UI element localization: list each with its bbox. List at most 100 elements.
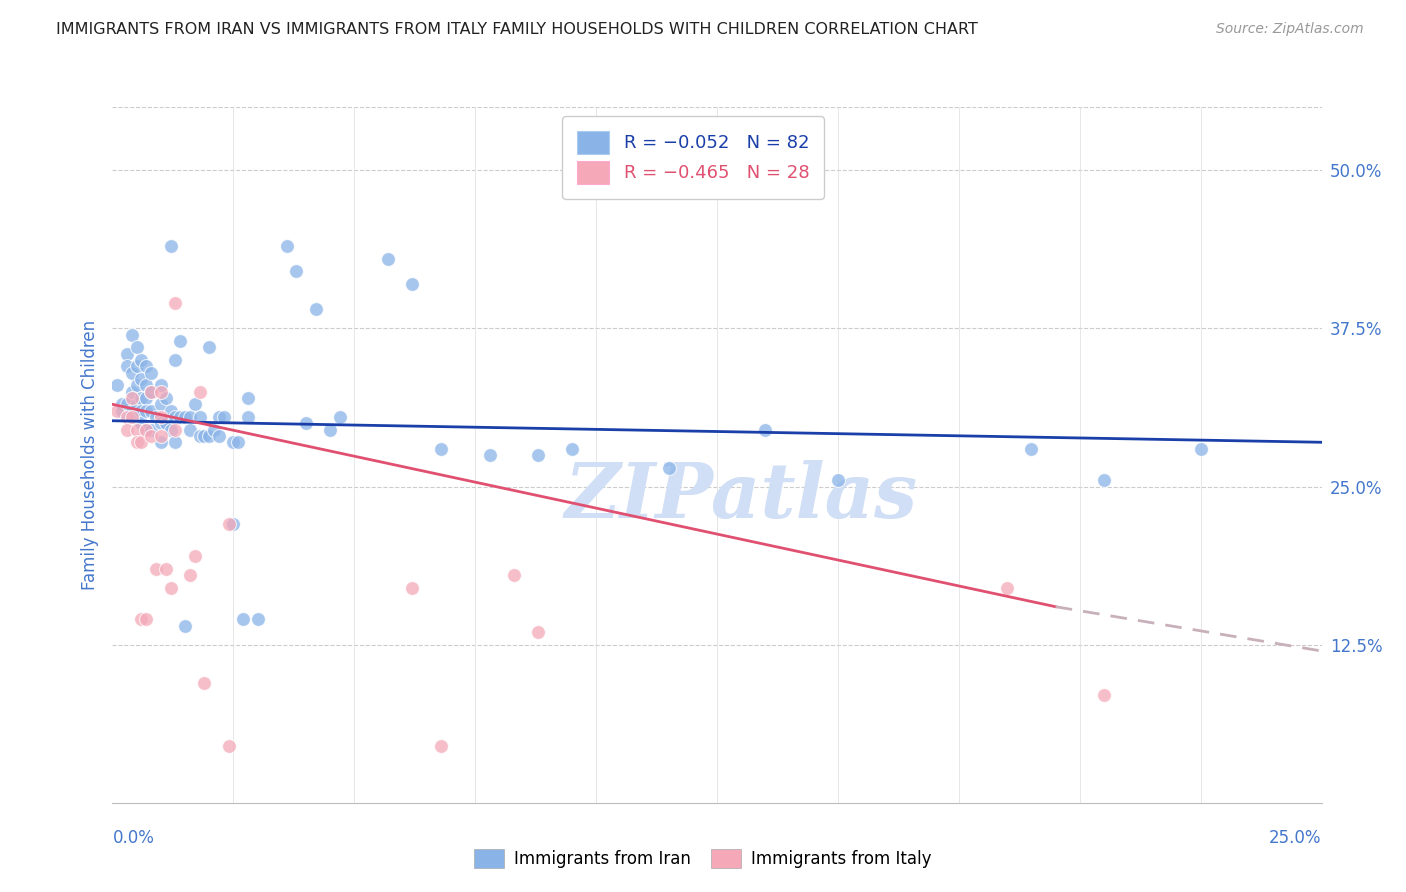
- Point: [174, 618, 197, 632]
- Point: [135, 359, 157, 374]
- Text: Source: ZipAtlas.com: Source: ZipAtlas.com: [1216, 22, 1364, 37]
- Point: [121, 366, 143, 380]
- Point: [121, 403, 143, 417]
- Point: [658, 460, 681, 475]
- Point: [135, 612, 157, 626]
- Point: [141, 384, 163, 399]
- Point: [125, 397, 148, 411]
- Point: [188, 384, 211, 399]
- Point: [1189, 442, 1212, 456]
- Point: [105, 403, 128, 417]
- Point: [135, 423, 157, 437]
- Point: [754, 423, 776, 437]
- Point: [401, 277, 423, 292]
- Point: [527, 448, 550, 462]
- Point: [226, 435, 249, 450]
- Text: 25.0%: 25.0%: [1270, 830, 1322, 847]
- Legend: R = −0.052   N = 82, R = −0.465   N = 28: R = −0.052 N = 82, R = −0.465 N = 28: [562, 116, 824, 199]
- Point: [115, 397, 138, 411]
- Point: [149, 409, 172, 424]
- Point: [125, 359, 148, 374]
- Point: [111, 403, 134, 417]
- Point: [179, 568, 201, 582]
- Point: [208, 409, 231, 424]
- Point: [198, 340, 221, 354]
- Point: [121, 327, 143, 342]
- Text: IMMIGRANTS FROM IRAN VS IMMIGRANTS FROM ITALY FAMILY HOUSEHOLDS WITH CHILDREN CO: IMMIGRANTS FROM IRAN VS IMMIGRANTS FROM …: [56, 22, 979, 37]
- Point: [131, 612, 153, 626]
- Point: [236, 391, 259, 405]
- Point: [131, 417, 153, 431]
- Point: [105, 378, 128, 392]
- Point: [155, 391, 177, 405]
- Point: [1092, 473, 1115, 487]
- Point: [430, 442, 453, 456]
- Point: [527, 625, 550, 640]
- Point: [285, 264, 308, 278]
- Point: [149, 384, 172, 399]
- Point: [430, 739, 453, 753]
- Legend: Immigrants from Iran, Immigrants from Italy: Immigrants from Iran, Immigrants from It…: [468, 842, 938, 875]
- Point: [165, 435, 187, 450]
- Point: [222, 517, 245, 532]
- Point: [232, 612, 254, 626]
- Point: [125, 435, 148, 450]
- Point: [827, 473, 849, 487]
- Point: [174, 409, 197, 424]
- Point: [218, 517, 240, 532]
- Point: [995, 581, 1018, 595]
- Point: [183, 549, 205, 563]
- Point: [125, 409, 148, 424]
- Point: [115, 359, 138, 374]
- Point: [149, 417, 172, 431]
- Point: [149, 429, 172, 443]
- Point: [125, 340, 148, 354]
- Point: [131, 435, 153, 450]
- Point: [115, 347, 138, 361]
- Point: [131, 403, 153, 417]
- Point: [188, 409, 211, 424]
- Point: [131, 353, 153, 368]
- Point: [183, 397, 205, 411]
- Point: [169, 334, 191, 348]
- Point: [135, 378, 157, 392]
- Point: [202, 423, 225, 437]
- Point: [159, 581, 181, 595]
- Point: [165, 296, 187, 310]
- Point: [304, 302, 326, 317]
- Point: [149, 435, 172, 450]
- Point: [141, 423, 163, 437]
- Point: [131, 391, 153, 405]
- Point: [236, 409, 259, 424]
- Point: [188, 429, 211, 443]
- Point: [155, 417, 177, 431]
- Point: [121, 391, 143, 405]
- Point: [198, 429, 221, 443]
- Text: ZIPatlas: ZIPatlas: [565, 459, 918, 533]
- Point: [169, 409, 191, 424]
- Point: [503, 568, 526, 582]
- Point: [561, 442, 583, 456]
- Point: [193, 675, 215, 690]
- Point: [141, 403, 163, 417]
- Point: [131, 372, 153, 386]
- Point: [159, 403, 181, 417]
- Point: [125, 423, 148, 437]
- Point: [165, 423, 187, 437]
- Point: [295, 417, 318, 431]
- Point: [478, 448, 501, 462]
- Point: [329, 409, 352, 424]
- Point: [212, 409, 235, 424]
- Point: [149, 397, 172, 411]
- Point: [179, 409, 201, 424]
- Point: [179, 423, 201, 437]
- Point: [165, 409, 187, 424]
- Point: [115, 409, 138, 424]
- Point: [141, 366, 163, 380]
- Point: [145, 409, 167, 424]
- Point: [121, 409, 143, 424]
- Point: [222, 435, 245, 450]
- Point: [159, 423, 181, 437]
- Point: [115, 423, 138, 437]
- Point: [319, 423, 342, 437]
